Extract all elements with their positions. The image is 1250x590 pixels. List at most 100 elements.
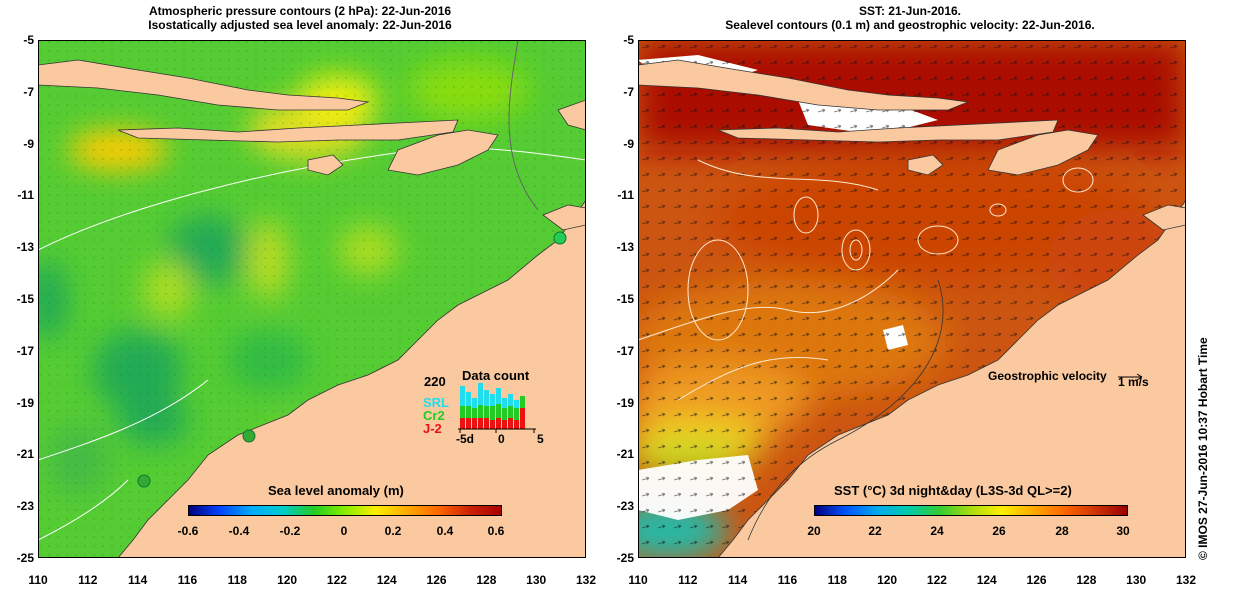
right-lat-tick: -21	[616, 447, 634, 462]
left-lon-tick: 112	[78, 573, 98, 587]
left-lat-tick: -11	[17, 188, 34, 203]
tanimbar-island	[557, 99, 586, 131]
velocity-scale-label: 1 m/s	[1118, 375, 1149, 389]
inset-xtick-0: 0	[498, 432, 505, 446]
sst-cbar-tick-1: 20	[807, 524, 821, 538]
left-lon-tick: 114	[127, 573, 148, 587]
sla-cbar-tick-6: 0.4	[436, 524, 454, 538]
left-lon-tick: 120	[277, 573, 298, 587]
lesser-sunda-islands	[717, 119, 1059, 143]
inset-max-label: 220	[424, 374, 446, 389]
right-lat-tick: -5	[623, 33, 634, 47]
left-title-line1: Atmospheric pressure contours (2 hPa): 2…	[148, 4, 452, 18]
geostrophic-velocity-label: Geostrophic velocity	[988, 369, 1107, 383]
tide-gauge-marker-2	[242, 429, 256, 443]
left-title-line2: Isostatically adjusted sea level anomaly…	[148, 18, 452, 32]
right-lon-tick: 132	[1175, 573, 1197, 587]
sst-sealevel-contours	[638, 159, 1094, 401]
sumba-island	[307, 154, 344, 176]
right-lon-tick: 112	[678, 573, 698, 587]
java-island	[638, 59, 970, 111]
sst-cbar-tick-6: 30	[1116, 524, 1130, 538]
tide-gauge-marker-1	[553, 231, 567, 245]
left-lon-tick: 124	[376, 573, 397, 587]
inset-series-srl: SRL	[423, 395, 449, 410]
right-title: SST: 21-Jun-2016. Sealevel contours (0.1…	[660, 4, 1160, 32]
left-lon-tick: 132	[575, 573, 597, 587]
left-lon-tick: 126	[426, 573, 447, 587]
right-lon-tick: 114	[727, 573, 748, 587]
sla-pressure-contour-1	[38, 147, 586, 251]
right-lon-tick: 128	[1076, 573, 1097, 587]
left-lat-tick: -25	[16, 551, 34, 565]
inset-xtick-5: 5	[537, 432, 544, 446]
northern-cape	[1142, 204, 1186, 231]
java-island	[38, 59, 370, 111]
sla-colorbar	[188, 505, 502, 516]
sst-cbar-tick-4: 26	[992, 524, 1006, 538]
right-lat-tick: -9	[623, 136, 634, 151]
sst-cbar-tick-3: 24	[930, 524, 944, 538]
left-lon-tick: 128	[476, 573, 497, 587]
right-lon-tick: 120	[877, 573, 898, 587]
right-lon-tick: 118	[827, 573, 847, 587]
inset-series-j2: J-2	[423, 421, 442, 436]
right-lat-tick: -19	[616, 395, 634, 410]
sla-map-panel: 220 Data count SRL Cr2 J-2 -5d 0 5 Sea l…	[38, 40, 586, 558]
sst-cbar-tick-5: 28	[1055, 524, 1069, 538]
right-lat-tick: -7	[623, 84, 634, 99]
sst-map-panel: Geostrophic velocity 1 m/s SST (°C) 3d n…	[638, 40, 1186, 558]
sla-cbar-tick-2: -0.4	[228, 524, 250, 538]
sla-cbar-tick-1: -0.6	[177, 524, 199, 538]
left-title: Atmospheric pressure contours (2 hPa): 2…	[130, 4, 470, 32]
left-lat-tick: -23	[16, 499, 34, 514]
sla-cbar-tick-7: 0.6	[487, 524, 505, 538]
left-lon-tick: 130	[526, 573, 547, 587]
imos-credit: © IMOS 27-Jun-2016 10:37 Hobart Time	[1196, 337, 1210, 560]
australia-landmass	[717, 199, 1186, 558]
sst-bathymetry-line	[747, 279, 944, 541]
right-lon-tick: 110	[628, 573, 648, 587]
right-lat-tick: -17	[616, 343, 634, 358]
left-lat-tick: -21	[16, 447, 34, 462]
right-lon-tick: 116	[777, 573, 798, 587]
sla-cbar-tick-5: 0.2	[384, 524, 402, 538]
right-lat-tick: -23	[616, 499, 634, 514]
sst-colorbar	[814, 505, 1128, 516]
sumba-island	[907, 154, 944, 176]
sst-cbar-tick-2: 22	[868, 524, 882, 538]
northern-cape	[542, 204, 586, 231]
left-lon-tick: 118	[227, 573, 247, 587]
right-lat-tick: -15	[616, 292, 634, 306]
left-lon-tick: 110	[28, 573, 48, 587]
sla-cbar-tick-4: 0	[340, 524, 348, 538]
left-lat-tick: -17	[16, 343, 34, 358]
left-lat-tick: -19	[16, 395, 34, 410]
inset-series-cr2: Cr2	[423, 408, 445, 423]
sla-bathymetry-line	[508, 40, 539, 211]
left-lat-tick: -9	[23, 136, 34, 151]
timor-island	[987, 129, 1099, 176]
lesser-sunda-islands	[117, 119, 459, 143]
right-title-line1: SST: 21-Jun-2016.	[858, 4, 962, 18]
right-title-line2: Sealevel contours (0.1 m) and geostrophi…	[725, 18, 1095, 32]
sst-map	[638, 40, 1186, 558]
right-lat-tick: -13	[616, 240, 634, 255]
right-lon-tick: 122	[926, 573, 947, 587]
right-lat-tick: -25	[616, 551, 634, 565]
timor-island	[387, 129, 499, 176]
sla-map	[38, 40, 586, 558]
left-lon-tick: 116	[177, 573, 198, 587]
inset-title: Data count	[462, 368, 530, 383]
sla-cbar-tick-3: -0.2	[279, 524, 301, 538]
sla-colorbar-title: Sea level anomaly (m)	[268, 483, 404, 498]
left-lat-tick: -7	[23, 84, 34, 99]
right-lon-tick: 130	[1126, 573, 1147, 587]
left-lon-tick: 122	[326, 573, 347, 587]
australia-landmass	[117, 199, 586, 558]
velocity-scale-arrow	[1118, 373, 1143, 381]
inset-bars	[460, 383, 525, 429]
sst-colorbar-title: SST (°C) 3d night&day (L3S-3d QL>=2)	[834, 483, 1072, 498]
left-lat-tick: -13	[16, 240, 34, 255]
left-lat-tick: -15	[16, 292, 34, 306]
